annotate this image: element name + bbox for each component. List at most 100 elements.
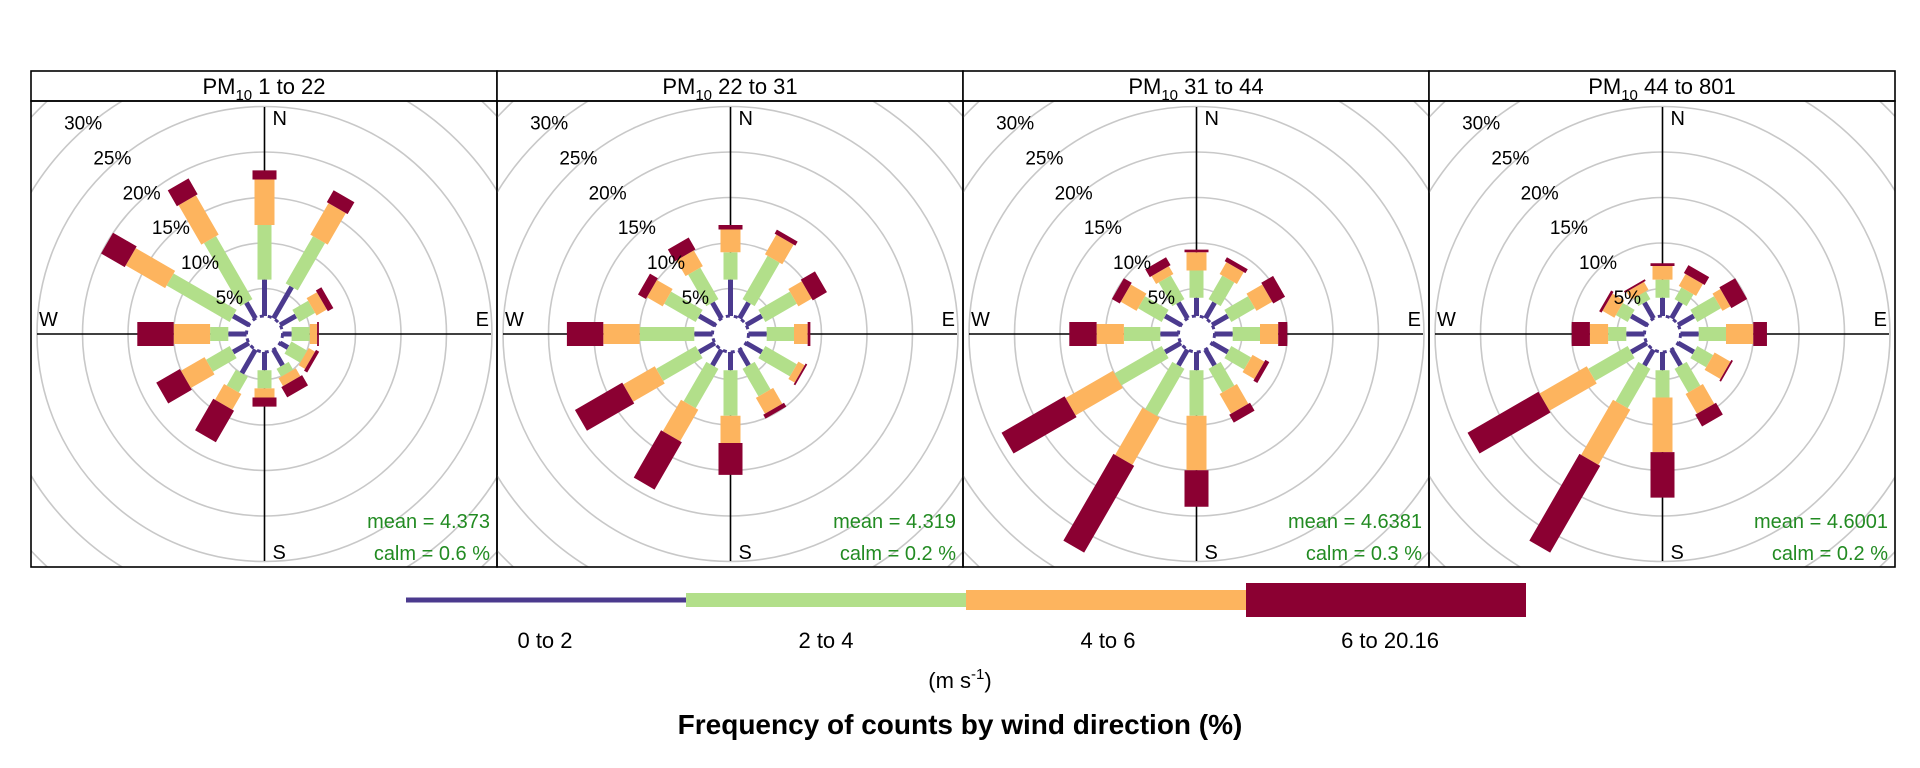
mean-value: 4.373 xyxy=(440,511,490,533)
spoke-120-bin-0 xyxy=(1210,340,1230,355)
radial-tick-label: 20% xyxy=(589,183,627,204)
calm-circle xyxy=(1643,314,1682,354)
spoke-60-bin-1 xyxy=(1690,296,1721,322)
spoke-210-bin-1 xyxy=(1615,361,1651,409)
spoke-150-bin-1 xyxy=(276,361,294,377)
spoke-300-bin-3 xyxy=(1599,290,1614,313)
spoke-120-bin-2 xyxy=(298,347,316,369)
spoke-210-bin-0 xyxy=(239,348,258,375)
spoke-30-bin-3 xyxy=(1224,257,1248,274)
units-label: (m s-1) xyxy=(928,666,991,693)
radial-tick-label: 10% xyxy=(1579,253,1617,274)
spoke-120-bin-1 xyxy=(1690,346,1714,368)
compass-w: W xyxy=(505,309,524,331)
calm-label: calm xyxy=(1306,543,1348,565)
spoke-60-bin-1 xyxy=(292,300,316,322)
spoke-30-bin-2 xyxy=(310,203,346,245)
calm-label: calm xyxy=(374,543,416,565)
calm-equals: = xyxy=(416,543,439,565)
spoke-150-bin-0 xyxy=(1203,348,1217,367)
spoke-150-bin-3 xyxy=(763,402,787,419)
compass-s: S xyxy=(273,542,286,564)
legend-label-2-4: 2 to 4 xyxy=(798,628,853,653)
spoke-30-bin-2 xyxy=(1678,274,1703,296)
mean-equals: = xyxy=(417,511,440,533)
spoke-330-bin-0 xyxy=(710,301,724,320)
spoke-30-bin-3 xyxy=(774,229,798,246)
radial-tick-label: 5% xyxy=(1614,288,1642,309)
spoke-150-bin-1 xyxy=(1208,361,1235,393)
legend-label-6-20: 6 to 20.16 xyxy=(1341,628,1439,653)
spoke-210-bin-2 xyxy=(1115,407,1160,465)
legend-bar-0-2 xyxy=(406,597,686,603)
mean-label: mean xyxy=(1754,511,1804,533)
legend: 0 to 2 2 to 4 4 to 6 6 to 20.16 (m s-1) xyxy=(406,583,1526,693)
spoke-150-bin-3 xyxy=(1229,402,1255,423)
spoke-300-bin-3 xyxy=(637,273,658,299)
compass-s: S xyxy=(739,542,752,564)
strip-subscript: 10 xyxy=(235,87,252,104)
radial-tick-label: 15% xyxy=(1550,218,1588,239)
mean-value: 4.319 xyxy=(906,511,956,533)
spoke-30-bin-1 xyxy=(742,255,780,307)
spoke-330-bin-2 xyxy=(1151,266,1174,285)
spoke-300-bin-2 xyxy=(646,279,673,307)
spoke-60-bin-0 xyxy=(278,313,298,328)
spoke-240-bin-2 xyxy=(1539,366,1597,411)
strip-symbol: PM xyxy=(662,74,695,99)
strip-subscript: 10 xyxy=(1621,87,1638,104)
spoke-150-bin-2 xyxy=(278,368,301,387)
compass-n: N xyxy=(273,108,287,130)
spoke-60-bin-2 xyxy=(1712,289,1731,311)
spoke-330-bin-1 xyxy=(688,267,719,307)
spoke-30-bin-0 xyxy=(737,301,751,320)
strip-range: 22 to 31 xyxy=(712,74,798,99)
spoke-60-bin-0 xyxy=(1676,313,1696,328)
compass-s: S xyxy=(1205,542,1218,564)
calm-text: calm = 0.6 % xyxy=(374,543,490,565)
compass-w: W xyxy=(1437,309,1456,331)
panel-strip xyxy=(1428,70,1896,102)
spoke-150-bin-3 xyxy=(1695,402,1723,427)
spoke-330-bin-0 xyxy=(244,301,258,320)
strip-symbol: PM xyxy=(1128,74,1161,99)
strip-subscript: 10 xyxy=(695,87,712,104)
spoke-330-bin-3 xyxy=(167,178,198,207)
spoke-120-bin-3 xyxy=(793,363,808,386)
spoke-60-bin-1 xyxy=(758,291,797,322)
spoke-210-bin-2 xyxy=(1581,399,1631,465)
spoke-240-bin-0 xyxy=(697,340,717,355)
calm-label: calm xyxy=(840,543,882,565)
spoke-330-bin-1 xyxy=(1633,291,1651,307)
calm-value: 0.2 % xyxy=(905,543,956,565)
compass-e: E xyxy=(1874,309,1887,331)
spoke-210-bin-1 xyxy=(226,369,248,393)
spoke-60-bin-2 xyxy=(788,281,812,307)
spoke-330-bin-2 xyxy=(178,195,219,245)
calm-label: calm xyxy=(1772,543,1814,565)
spoke-60-bin-3 xyxy=(315,287,334,312)
spoke-300-bin-1 xyxy=(166,273,237,322)
spoke-210-bin-3 xyxy=(1529,453,1601,553)
radial-tick-label: 5% xyxy=(1148,288,1176,309)
spoke-30-bin-0 xyxy=(1669,301,1683,320)
spoke-30-bin-3 xyxy=(326,190,355,215)
spoke-330-bin-0 xyxy=(1642,301,1656,320)
calm-text: calm = 0.2 % xyxy=(1772,543,1888,565)
spoke-150-bin-1 xyxy=(742,361,771,397)
compass-e: E xyxy=(942,309,955,331)
compass-n: N xyxy=(1205,108,1219,130)
spoke-210-bin-0 xyxy=(1642,348,1656,367)
calm-value: 0.3 % xyxy=(1371,543,1422,565)
legend-label-4-6: 4 to 6 xyxy=(1080,628,1135,653)
spoke-240-bin-0 xyxy=(1163,340,1183,355)
